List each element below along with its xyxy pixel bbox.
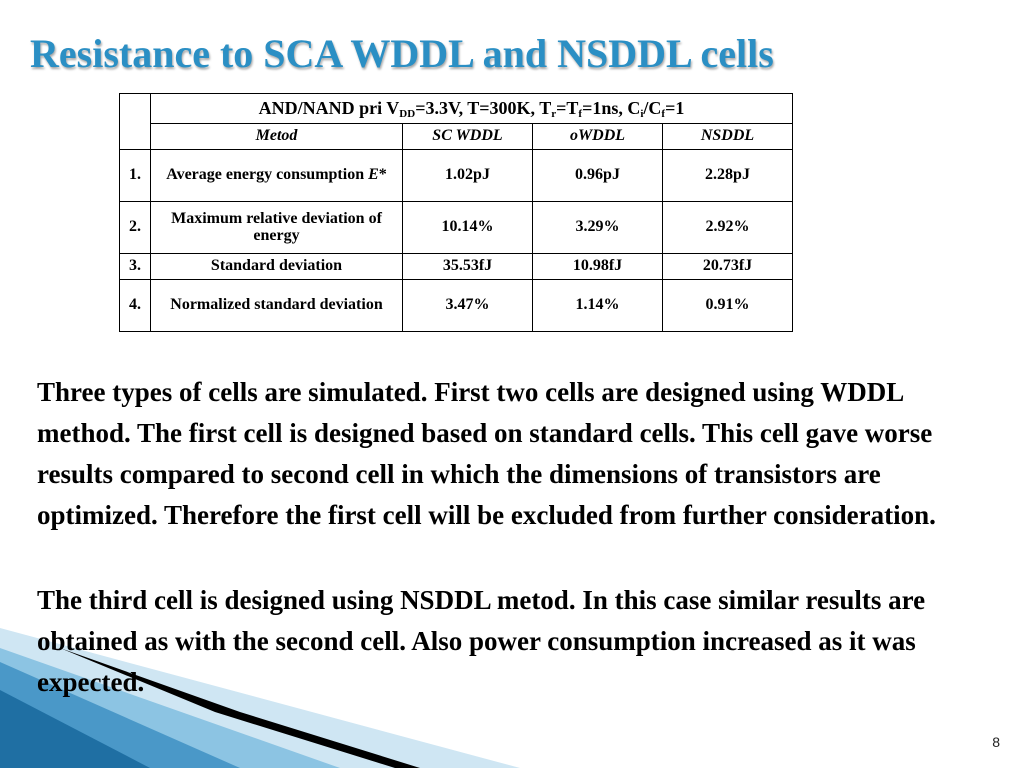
- value-cell: 1.14%: [532, 279, 663, 332]
- body-paragraph: Three types of cells are simulated. Firs…: [37, 377, 936, 530]
- page-number: 8: [992, 734, 1000, 750]
- row-number: 2.: [119, 201, 151, 254]
- table-row: 4. Normalized standard deviation 3.47% 1…: [119, 279, 793, 332]
- row-number: 3.: [119, 253, 151, 280]
- value-cell: 2.28pJ: [662, 149, 793, 202]
- metric-label: Standard deviation: [150, 253, 403, 280]
- body-paragraph: The third cell is designed using NSDDL m…: [37, 585, 926, 697]
- slide-title: Resistance to SCA WDDL and NSDDL cells: [30, 31, 774, 76]
- column-header: SC WDDL: [402, 123, 533, 150]
- table-condition-row: AND/NAND pri VDD=3.3V, T=300K, Tr=Tf=1ns…: [119, 93, 793, 150]
- condition-sub-i: i: [640, 108, 644, 121]
- condition-sub-dd: DD: [399, 108, 416, 121]
- row-number: 4.: [119, 279, 151, 332]
- results-table: AND/NAND pri VDD=3.3V, T=300K, Tr=Tf=1ns…: [119, 93, 793, 332]
- condition-sub-f: f: [661, 108, 666, 121]
- metric-label: Average energy consumption E*: [150, 149, 403, 202]
- condition-text: /C: [643, 98, 662, 119]
- value-cell: 2.92%: [662, 201, 793, 254]
- condition-sub-r: r: [551, 108, 557, 121]
- value-cell: 0.91%: [662, 279, 793, 332]
- condition-sub-f: f: [578, 108, 583, 121]
- table-row: 1. Average energy consumption E* 1.02pJ …: [119, 149, 793, 202]
- table-row: 3. Standard deviation 35.53fJ 10.98fJ 20…: [119, 253, 793, 280]
- condition-suffix: =1: [665, 98, 685, 119]
- value-cell: 10.98fJ: [532, 253, 663, 280]
- metric-label: Maximum relative deviation of energy: [150, 201, 403, 254]
- column-header: NSDDL: [662, 123, 793, 150]
- table-row: 2. Maximum relative deviation of energy …: [119, 201, 793, 254]
- condition-prefix: AND/NAND pri V: [258, 98, 400, 119]
- corner-cell: [119, 93, 151, 150]
- table-header-row: Metod SC WDDL oWDDL NSDDL: [120, 123, 793, 150]
- condition-cell: AND/NAND pri VDD=3.3V, T=300K, Tr=Tf=1ns…: [150, 93, 793, 124]
- value-cell: 1.02pJ: [402, 149, 533, 202]
- value-cell: 3.29%: [532, 201, 663, 254]
- metric-label: Normalized standard deviation: [150, 279, 403, 332]
- row-number: 1.: [119, 149, 151, 202]
- value-cell: 20.73fJ: [662, 253, 793, 280]
- column-header: oWDDL: [532, 123, 663, 150]
- value-cell: 10.14%: [402, 201, 533, 254]
- condition-text: =1ns, C: [582, 98, 641, 119]
- condition-text: =T: [556, 98, 579, 119]
- metric-suffix: *: [378, 166, 387, 184]
- value-cell: 35.53fJ: [402, 253, 533, 280]
- metric-text: Average energy consumption: [166, 166, 369, 184]
- value-cell: 3.47%: [402, 279, 533, 332]
- condition-text: =3.3V, T=300K, T: [415, 98, 552, 119]
- value-cell: 0.96pJ: [532, 149, 663, 202]
- column-header: Metod: [150, 123, 403, 150]
- metric-variable: E: [368, 166, 379, 184]
